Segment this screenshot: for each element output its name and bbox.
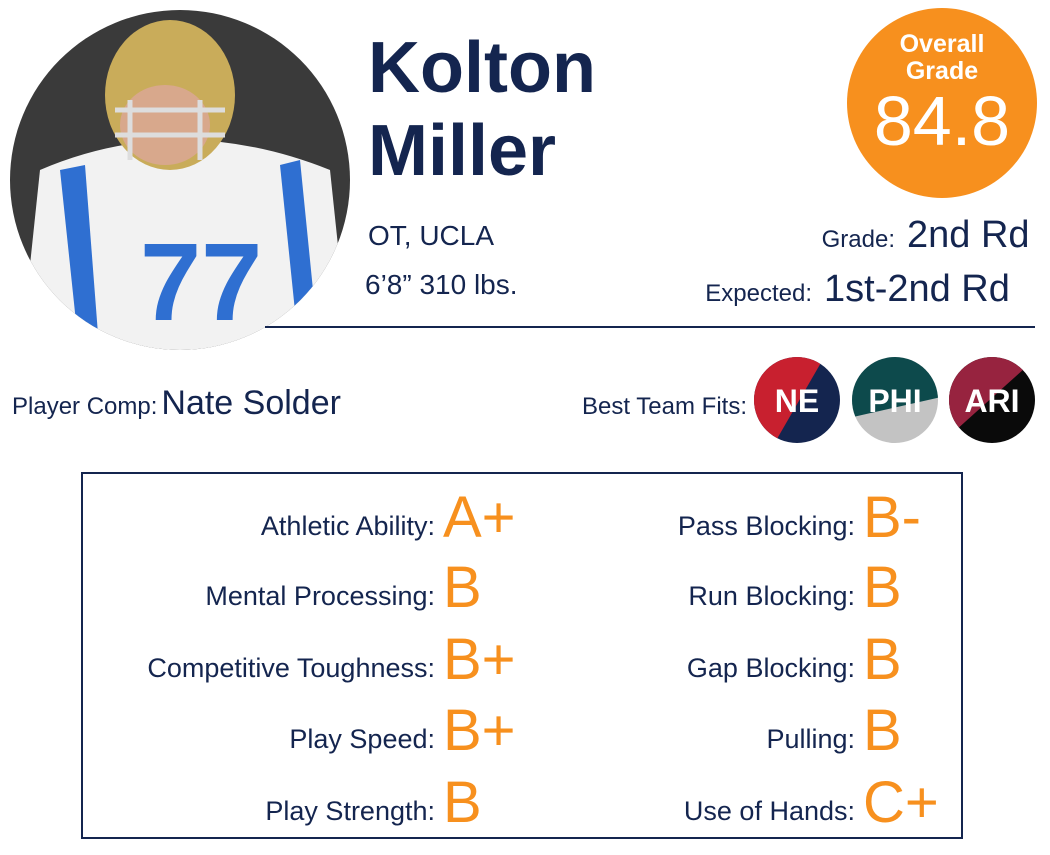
team-abbr: ARI (964, 383, 1019, 419)
trait-label: Play Strength: (265, 796, 435, 826)
grade-label: Grade: (822, 226, 895, 253)
trait-grade: B- (863, 485, 921, 550)
fits-label: Best Team Fits: (582, 393, 747, 420)
trait-grade: C+ (863, 770, 939, 835)
comp-label-text: Player Comp: (12, 393, 157, 420)
trait-grade: B (443, 555, 482, 620)
first-name: Kolton (368, 28, 596, 108)
trait-grade: B (863, 555, 902, 620)
overall-label: Grade (906, 57, 978, 85)
trait-label: Competitive Toughness: (147, 653, 435, 683)
grade-value: 2nd Rd (907, 214, 1030, 256)
trait-grade: B (863, 627, 902, 692)
player-photo: 77 (10, 10, 350, 350)
overall-value: 84.8 (874, 82, 1010, 160)
position: OT, UCLA (368, 220, 494, 251)
trait-label: Pulling: (766, 724, 855, 754)
comp-value: Nate Solder (161, 384, 341, 422)
trait-label: Gap Blocking: (687, 653, 855, 683)
trait-grade: B+ (443, 627, 516, 692)
expected-value: 1st-2nd Rd (824, 268, 1010, 310)
trait-label: Pass Blocking: (678, 511, 855, 541)
trait-label: Use of Hands: (684, 796, 855, 826)
trait-grade: A+ (443, 485, 516, 550)
trait-grade: B+ (443, 698, 516, 763)
traits-box (81, 472, 963, 839)
last-name: Miller (368, 111, 556, 191)
comp-label: Player Comp: Nate Solder (12, 384, 341, 422)
trait-grade: B (863, 698, 902, 763)
overall-badge (847, 8, 1037, 198)
trait-label: Play Speed: (289, 724, 435, 754)
overall-label: Overall (900, 30, 985, 58)
svg-text:77: 77 (140, 221, 262, 344)
team-badge (949, 357, 1035, 443)
size: 6’8” 310 lbs. (365, 269, 518, 300)
team-abbr: NE (775, 383, 819, 419)
trait-label: Mental Processing: (205, 581, 435, 611)
trait-label: Run Blocking: (688, 581, 855, 611)
expected-label: Expected: (705, 280, 812, 307)
trait-grade: B (443, 770, 482, 835)
trait-label: Athletic Ability: (261, 511, 435, 541)
team-abbr: PHI (868, 383, 921, 419)
